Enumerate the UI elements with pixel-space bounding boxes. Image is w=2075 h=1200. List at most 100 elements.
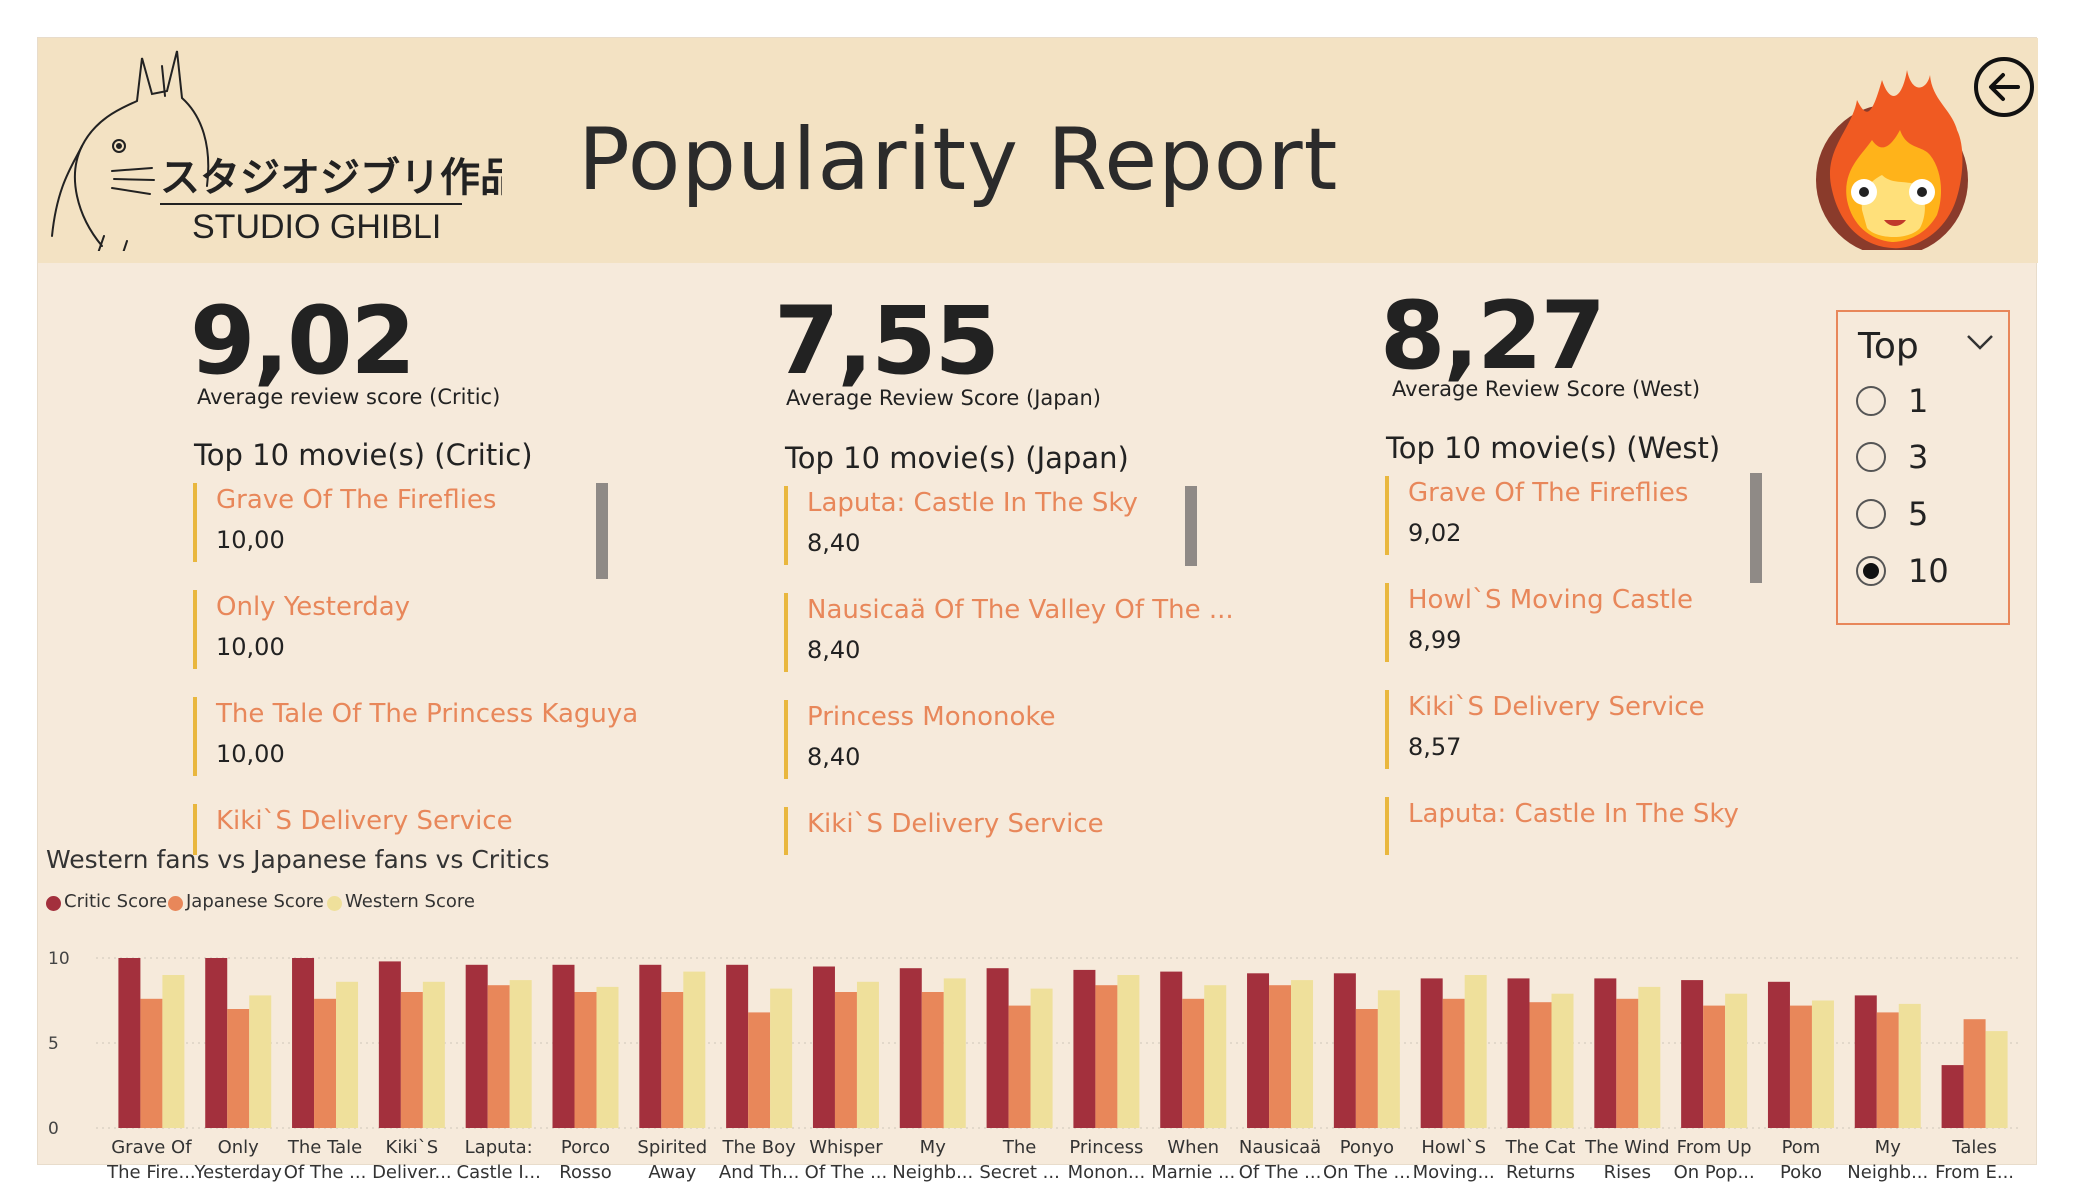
bar-critic-score[interactable] [1333, 973, 1356, 1128]
bar-japanese-score[interactable] [834, 992, 857, 1128]
bar-critic-score[interactable] [726, 964, 749, 1128]
list-item[interactable]: Kiki`S Delivery Service [784, 807, 1244, 855]
bar-western-score[interactable] [1898, 1003, 1921, 1128]
radio-button[interactable] [1856, 442, 1886, 472]
bar-western-score[interactable] [596, 986, 619, 1128]
list-item[interactable]: Grave Of The Fireflies 10,00 [193, 483, 653, 562]
list-west[interactable]: Grave Of The Fireflies 9,02 Howl`S Moving… [1385, 476, 1855, 855]
x-tick-label: On Pop... [1674, 1162, 1755, 1183]
slicer-option-5[interactable]: 5 [1856, 495, 1996, 535]
bar-critic-score[interactable] [1420, 978, 1443, 1128]
bar-japanese-score[interactable] [1876, 1012, 1899, 1128]
bar-critic-score[interactable] [639, 964, 662, 1128]
radio-button-selected[interactable] [1856, 556, 1886, 586]
list-item[interactable]: Nausicaä Of The Valley Of The ... 8,40 [784, 593, 1244, 672]
bar-japanese-score[interactable] [1703, 1005, 1726, 1128]
bar-western-score[interactable] [943, 978, 966, 1128]
bar-critic-score[interactable] [812, 966, 835, 1129]
list-critic-scrollbar[interactable] [596, 483, 608, 579]
bar-japanese-score[interactable] [661, 992, 684, 1128]
x-tick-label: Princess [1069, 1137, 1143, 1158]
list-item[interactable]: Grave Of The Fireflies 9,02 [1385, 476, 1845, 555]
bar-japanese-score[interactable] [314, 998, 337, 1128]
bar-western-score[interactable] [1030, 988, 1053, 1128]
bar-critic-score[interactable] [1681, 980, 1704, 1128]
bar-japanese-score[interactable] [1095, 985, 1118, 1128]
list-item[interactable]: The Tale Of The Princess Kaguya 10,00 [193, 697, 653, 776]
bar-western-score[interactable] [683, 971, 706, 1128]
bar-japanese-score[interactable] [921, 992, 944, 1128]
bar-japanese-score[interactable] [1355, 1009, 1378, 1128]
bar-critic-score[interactable] [1247, 973, 1270, 1128]
radio-button[interactable] [1856, 499, 1886, 529]
bar-critic-score[interactable] [552, 964, 575, 1128]
y-tick-label: 0 [48, 1119, 59, 1139]
bar-critic-score[interactable] [205, 958, 228, 1128]
bar-critic-score[interactable] [1507, 978, 1530, 1128]
bar-western-score[interactable] [162, 975, 185, 1128]
bar-critic-score[interactable] [899, 968, 922, 1128]
slicer-option-1[interactable]: 1 [1856, 382, 1996, 422]
bar-japanese-score[interactable] [1442, 998, 1465, 1128]
bar-western-score[interactable] [1377, 990, 1400, 1128]
bar-critic-score[interactable] [986, 968, 1009, 1128]
bar-critic-score[interactable] [1073, 969, 1096, 1128]
bar-japanese-score[interactable] [400, 992, 423, 1128]
radio-button[interactable] [1856, 386, 1886, 416]
list-japan[interactable]: Laputa: Castle In The Sky 8,40 Nausicaä O… [784, 486, 1254, 855]
bar-western-score[interactable] [1464, 975, 1487, 1128]
list-item[interactable]: Laputa: Castle In The Sky 8,40 [784, 486, 1244, 565]
bar-western-score[interactable] [1638, 986, 1661, 1128]
bar-western-score[interactable] [249, 995, 272, 1128]
bar-japanese-score[interactable] [140, 998, 163, 1128]
slicer-option-10[interactable]: 10 [1856, 552, 1996, 592]
bar-japanese-score[interactable] [1529, 1002, 1552, 1128]
bar-western-score[interactable] [856, 981, 879, 1128]
bar-japanese-score[interactable] [1182, 998, 1205, 1128]
bar-critic-score[interactable] [1160, 971, 1183, 1128]
slicer-option-3[interactable]: 3 [1856, 438, 1996, 478]
list-west-title: Top 10 movie(s) (West) [1386, 431, 1721, 465]
bar-western-score[interactable] [1811, 1000, 1834, 1129]
bar-critic-score[interactable] [1767, 981, 1790, 1128]
list-japan-scrollbar[interactable] [1185, 486, 1197, 566]
bar-critic-score[interactable] [1854, 995, 1877, 1128]
bar-critic-score[interactable] [465, 964, 488, 1128]
bar-western-score[interactable] [1204, 985, 1227, 1128]
bar-western-score[interactable] [509, 980, 532, 1128]
bar-japanese-score[interactable] [748, 1012, 771, 1128]
bar-critic-score[interactable] [292, 958, 315, 1128]
movie-name: Laputa: Castle In The Sky [807, 488, 1138, 518]
bar-japanese-score[interactable] [1789, 1005, 1812, 1128]
bar-western-score[interactable] [1117, 975, 1140, 1128]
back-arrow-button[interactable] [1972, 55, 2036, 119]
bar-critic-score[interactable] [118, 958, 141, 1128]
list-west-scrollbar[interactable] [1750, 473, 1762, 583]
bar-japanese-score[interactable] [487, 985, 510, 1128]
list-item[interactable]: Howl`S Moving Castle 8,99 [1385, 583, 1845, 662]
list-item[interactable]: Kiki`S Delivery Service [193, 804, 653, 855]
bar-japanese-score[interactable] [574, 992, 597, 1128]
list-item[interactable]: Princess Mononoke 8,40 [784, 700, 1244, 779]
list-item[interactable]: Kiki`S Delivery Service 8,57 [1385, 690, 1845, 769]
bar-western-score[interactable] [1725, 993, 1748, 1128]
bar-japanese-score[interactable] [1269, 985, 1292, 1128]
chevron-down-icon[interactable] [1964, 330, 1996, 354]
list-item[interactable]: Only Yesterday 10,00 [193, 590, 653, 669]
bar-japanese-score[interactable] [1963, 1019, 1986, 1128]
bar-western-score[interactable] [1985, 1031, 2008, 1128]
bar-western-score[interactable] [336, 981, 359, 1128]
bar-japanese-score[interactable] [1616, 998, 1639, 1128]
bar-japanese-score[interactable] [227, 1009, 250, 1128]
bar-critic-score[interactable] [378, 961, 401, 1128]
list-item[interactable]: Laputa: Castle In The Sky [1385, 797, 1845, 855]
bar-critic-score[interactable] [1594, 978, 1617, 1128]
bar-western-score[interactable] [1291, 980, 1314, 1128]
x-tick-label: Whisper [809, 1137, 883, 1158]
bar-japanese-score[interactable] [1008, 1005, 1031, 1128]
bar-western-score[interactable] [422, 981, 445, 1128]
list-critic[interactable]: Grave Of The Fireflies 10,00 Only Yesterd… [193, 483, 663, 855]
bar-western-score[interactable] [770, 988, 793, 1128]
bar-critic-score[interactable] [1941, 1065, 1964, 1128]
bar-western-score[interactable] [1551, 993, 1574, 1128]
